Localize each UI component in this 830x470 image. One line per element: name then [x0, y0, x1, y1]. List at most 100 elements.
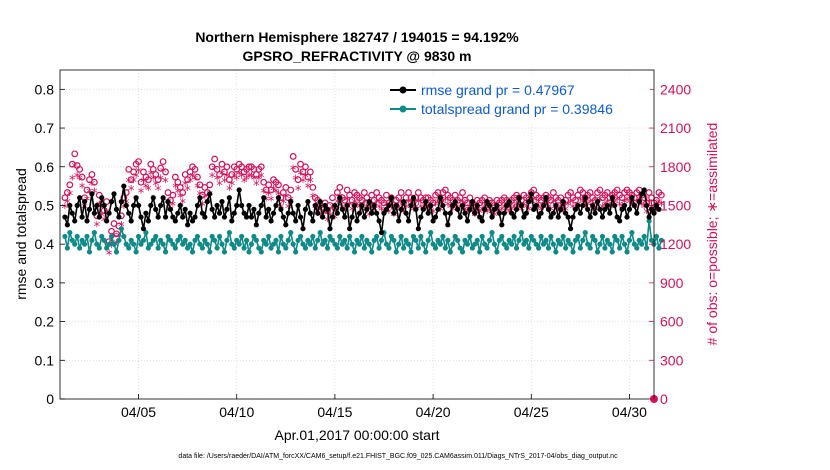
rmse-point [548, 214, 554, 220]
rmse-point [371, 202, 377, 209]
obs-possible-point [88, 171, 96, 178]
totalspread-line [64, 220, 663, 256]
rmse-point [477, 214, 483, 220]
obs-possible-point [341, 196, 349, 204]
left-tick-label: 0.5 [35, 197, 55, 213]
totalspread-point [293, 249, 299, 255]
rmse-point [435, 206, 441, 212]
obs-assimilated-point: * [182, 179, 189, 194]
plot-frame [59, 69, 655, 400]
rmse-point [521, 214, 527, 220]
obs-assimilated-point: * [430, 207, 437, 222]
obs-possible-point [66, 181, 74, 189]
obs-possible-point [90, 178, 98, 186]
totalspread-point [226, 229, 232, 236]
rmse-point [646, 214, 652, 220]
totalspread-point [204, 241, 210, 247]
totalspread-point [506, 237, 512, 243]
rmse-point [459, 202, 466, 209]
obs-assimilated-point: * [332, 212, 339, 227]
left-axis-ticks: 0 0.1 0.2 0.3 0.4 0.5 0.6 0.7 0.8 [35, 81, 65, 407]
totalspread-point [138, 241, 144, 247]
obs-possible-point [211, 155, 219, 163]
rmse-point [445, 222, 451, 228]
rmse-point [295, 202, 301, 209]
obs-assimilated-point: * [305, 181, 312, 196]
obs-assimilated-point: * [162, 176, 169, 191]
right-tick-label: 1200 [660, 236, 691, 252]
totalspread-point [555, 237, 561, 243]
obs-possible-point [144, 176, 152, 184]
rmse-point [415, 226, 421, 232]
obs-assimilated-point: * [646, 197, 653, 212]
totalspread-point [550, 241, 556, 247]
obs-possible-point [380, 199, 388, 207]
rmse-point [575, 202, 581, 209]
totalspread-point [251, 233, 257, 240]
obs-assimilated-point: * [322, 207, 329, 222]
obs-assimilated-point: * [143, 181, 150, 196]
obs-possible-point [434, 189, 442, 196]
obs-assimilated-point: * [179, 197, 186, 212]
totalspread-point [239, 233, 245, 240]
rmse-point [175, 210, 181, 216]
rmse-point [140, 226, 147, 232]
obs-assimilated-point: * [295, 184, 302, 199]
obs-possible-point [294, 176, 302, 184]
rmse-point [420, 206, 426, 212]
rmse-point [430, 218, 436, 224]
rmse-point [506, 199, 512, 205]
totalspread-point [442, 245, 448, 251]
obs-possible-point [613, 186, 621, 194]
obs-assimilated-point: * [376, 202, 383, 217]
totalspread-point [585, 241, 591, 247]
totalspread-point [108, 233, 115, 240]
totalspread-point [614, 237, 620, 243]
obs-possible-point [645, 189, 653, 196]
totalspread-point [189, 249, 196, 255]
totalspread-point [563, 245, 569, 251]
totalspread-point [469, 245, 475, 251]
obs-assimilated-point: * [479, 205, 486, 220]
obs-possible-point [586, 189, 594, 196]
obs-assimilated-point: * [187, 176, 194, 191]
right-tick-label: 600 [660, 314, 684, 330]
rmse-point [403, 210, 409, 216]
totalspread-point [84, 233, 90, 240]
obs-assimilated-point: * [76, 174, 83, 189]
totalspread-point [194, 233, 201, 240]
obs-assimilated-point: * [241, 176, 248, 191]
totalspread-point [111, 241, 117, 247]
totalspread-point [509, 241, 515, 247]
rmse-point [172, 218, 178, 224]
obs-possible-point [302, 163, 309, 171]
rmse-point [425, 210, 431, 216]
obs-assimilated-point: * [447, 202, 454, 217]
totalspread-point [283, 245, 289, 251]
totalspread-point [489, 229, 495, 236]
totalspread-point [403, 237, 409, 243]
rmse-point [167, 206, 174, 212]
obs-assimilated-point: * [577, 194, 584, 209]
totalspread-point [599, 233, 606, 240]
totalspread-point [462, 237, 468, 243]
obs-assimilated-point: * [484, 207, 491, 222]
rmse-point [297, 214, 304, 220]
totalspread-point [639, 241, 645, 247]
obs-assimilated-point: * [214, 174, 221, 189]
obs-possible-point [127, 176, 135, 184]
totalspread-point [327, 233, 333, 240]
totalspread-point [89, 237, 95, 243]
obs-assimilated-point: * [658, 199, 665, 214]
totalspread-point [273, 237, 279, 243]
x-tick-label: 04/15 [317, 404, 352, 420]
rmse-point [504, 202, 510, 209]
totalspread-point [150, 237, 156, 243]
obs-assimilated-point: * [253, 179, 260, 194]
totalspread-point [62, 233, 68, 240]
obs-possible-point [179, 189, 187, 196]
totalspread-point [320, 241, 326, 247]
obs-assimilated-point: * [209, 171, 216, 186]
rmse-point [631, 202, 637, 209]
totalspread-point [420, 241, 426, 247]
